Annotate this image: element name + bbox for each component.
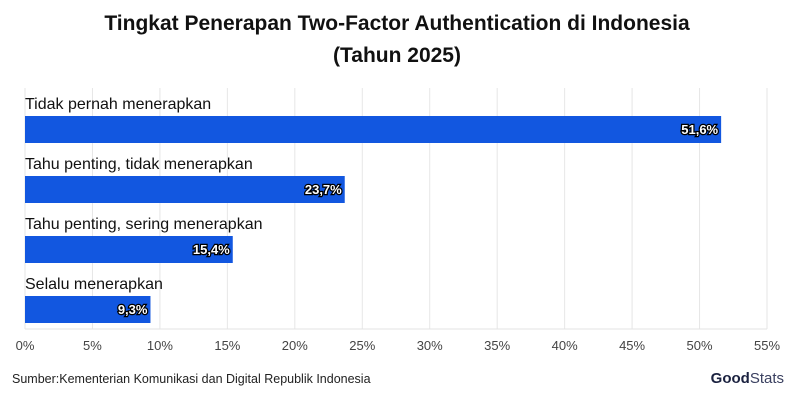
x-tick-label: 55%: [754, 338, 780, 353]
value-label: 15,4%: [193, 242, 230, 257]
category-label: Tahu penting, tidak menerapkan: [25, 156, 253, 173]
chart-title: Tingkat Penerapan Two-Factor Authenticat…: [0, 8, 794, 72]
x-tick-label: 15%: [214, 338, 240, 353]
logo-light: Stats: [749, 370, 784, 387]
category-label: Tahu penting, sering menerapkan: [25, 216, 263, 233]
x-tick-label: 45%: [619, 338, 645, 353]
goodstats-logo: GoodStats: [711, 370, 784, 387]
source-note: Sumber:Kementerian Komunikasi dan Digita…: [12, 372, 371, 386]
x-tick-label: 30%: [417, 338, 443, 353]
bar: [25, 176, 345, 203]
bar: [25, 296, 151, 323]
x-tick-label: 50%: [687, 338, 713, 353]
value-label: 9,3%: [118, 302, 148, 317]
value-label: 23,7%: [305, 182, 342, 197]
bar: [25, 236, 233, 263]
x-tick-label: 35%: [484, 338, 510, 353]
x-tick-label: 10%: [147, 338, 173, 353]
x-tick-label: 25%: [349, 338, 375, 353]
logo-bold: Good: [710, 370, 750, 387]
value-label: 51,6%: [681, 122, 718, 137]
x-tick-label: 5%: [83, 338, 102, 353]
x-tick-label: 40%: [552, 338, 578, 353]
category-label: Tidak pernah menerapkan: [25, 96, 211, 113]
x-tick-label: 20%: [282, 338, 308, 353]
x-tick-label: 0%: [16, 338, 35, 353]
subtitle-line: (Tahun 2025): [333, 44, 461, 67]
category-label: Selalu menerapkan: [25, 276, 163, 293]
title-line: Tingkat Penerapan Two-Factor Authenticat…: [104, 12, 690, 35]
bar: [25, 116, 722, 143]
